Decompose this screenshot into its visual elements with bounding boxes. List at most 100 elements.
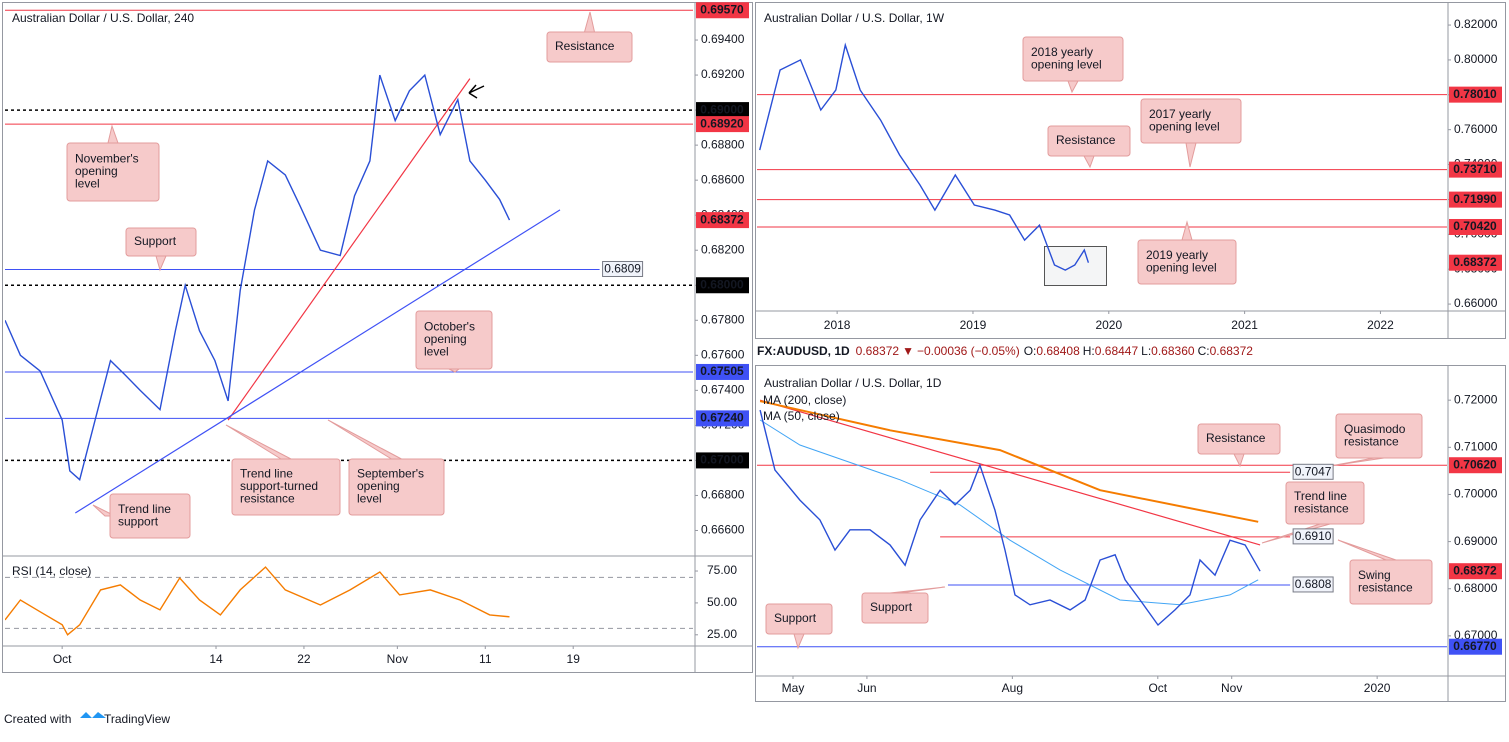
callout-box bbox=[546, 31, 633, 63]
callout-text: Support bbox=[870, 600, 913, 614]
callout-pointer bbox=[225, 424, 292, 460]
symbol-legend: FX:AUDUSD, 1D 0.68372 ▼ −0.00036 (−0.05%) O:… bbox=[757, 344, 1253, 358]
x-tick-label: 2022 bbox=[1367, 318, 1394, 332]
callout-text: resistance bbox=[1344, 434, 1399, 448]
chart-title: Australian Dollar / U.S. Dollar, 240 bbox=[12, 11, 194, 25]
callout-box bbox=[1022, 36, 1124, 82]
indicator-pane bbox=[5, 566, 693, 636]
panel-frame bbox=[755, 365, 1506, 702]
y-tick-label: 50.00 bbox=[707, 595, 737, 609]
ohlc-value: 0.68447 bbox=[1095, 344, 1139, 358]
callout-box bbox=[1047, 125, 1131, 157]
level-tag bbox=[1449, 218, 1502, 235]
price-line bbox=[759, 42, 1090, 271]
y-tick-label: 0.68200 bbox=[701, 242, 745, 256]
price-line bbox=[5, 73, 511, 481]
change: −0.00036 (−0.05%) bbox=[917, 344, 1020, 358]
indicator-legend: RSI (14, close) bbox=[12, 564, 91, 578]
level-label: 0.68000 bbox=[700, 277, 744, 291]
callout-box bbox=[231, 458, 341, 516]
callout-text: September's bbox=[357, 467, 424, 481]
level-label: 0.67505 bbox=[700, 364, 744, 378]
callout-text: Resistance bbox=[555, 39, 615, 53]
callout-pointer bbox=[889, 586, 946, 594]
ohlc-value: 0.68360 bbox=[1151, 344, 1195, 358]
callout-box bbox=[765, 603, 833, 635]
level-label: 0.69570 bbox=[700, 2, 744, 16]
level-tag bbox=[1449, 161, 1502, 178]
panel-frame bbox=[755, 2, 1506, 339]
chart-title: Australian Dollar / U.S. Dollar, 1D bbox=[764, 376, 942, 390]
level-box bbox=[1292, 528, 1334, 545]
range-box bbox=[1044, 246, 1107, 286]
callout-text: 2019 yearly bbox=[1146, 248, 1208, 262]
callout-text: level bbox=[424, 345, 449, 359]
y-tick-label: 0.67400 bbox=[701, 383, 745, 397]
level-tag bbox=[696, 410, 749, 427]
y-tick-label: 75.00 bbox=[707, 563, 737, 577]
x-tick-label: 11 bbox=[479, 652, 492, 666]
x-tick-label: 22 bbox=[297, 652, 311, 666]
callout-pointer bbox=[327, 419, 402, 460]
y-tick-label: 0.68800 bbox=[701, 137, 745, 151]
y-tick-label: 0.76000 bbox=[1454, 122, 1498, 136]
callout-text: 2017 yearly bbox=[1149, 107, 1211, 121]
y-tick-label: 0.72000 bbox=[1454, 392, 1498, 406]
x-tick-label: 2019 bbox=[960, 318, 987, 332]
callout-text: November's bbox=[75, 152, 139, 166]
level-label: 0.67000 bbox=[700, 453, 744, 467]
panel-frame bbox=[2, 2, 753, 673]
callout-text: level bbox=[75, 177, 100, 191]
trend-line bbox=[74, 209, 561, 514]
down-arrow: ▼ bbox=[902, 344, 914, 358]
ohlc-value: 0.68408 bbox=[1036, 344, 1080, 358]
ohlc-label: L: bbox=[1141, 344, 1151, 358]
level-label: 0.68372 bbox=[1453, 255, 1497, 269]
callout-box bbox=[1335, 413, 1423, 459]
y-tick-label: 0.67800 bbox=[701, 312, 745, 326]
price-line bbox=[759, 409, 1261, 627]
callout-text: resistance bbox=[1358, 580, 1413, 594]
level-label: 0.7047 bbox=[1295, 464, 1332, 478]
callout-pointer bbox=[1067, 80, 1079, 94]
callout-text: Trend line bbox=[118, 502, 171, 516]
callout-box bbox=[1140, 98, 1242, 144]
y-tick-label: 0.66800 bbox=[701, 488, 745, 502]
ohlc-label: H: bbox=[1083, 344, 1095, 358]
plot-area bbox=[757, 399, 1447, 648]
y-tick-label: 0.68000 bbox=[1454, 581, 1498, 595]
x-tick-label: 2018 bbox=[824, 318, 851, 332]
level-label: 0.69000 bbox=[700, 102, 744, 116]
callout-text: opening bbox=[424, 332, 467, 346]
callout-pointer bbox=[793, 633, 805, 650]
level-label: 0.6808 bbox=[1295, 577, 1332, 591]
ohlc-label: C: bbox=[1198, 344, 1210, 358]
level-box bbox=[1292, 576, 1334, 593]
y-tick-label: 0.66000 bbox=[1454, 296, 1498, 310]
last-price-tag bbox=[696, 212, 749, 229]
y-tick-label: 0.67000 bbox=[1454, 628, 1498, 642]
callout-text: resistance bbox=[240, 492, 295, 506]
footer-text: Created with bbox=[4, 712, 71, 726]
symbol: FX:AUDUSD, 1D bbox=[757, 344, 850, 358]
y-tick-label: 0.68600 bbox=[701, 172, 745, 186]
x-tick-label: Oct bbox=[1148, 681, 1167, 695]
callout-box bbox=[348, 458, 445, 516]
x-tick-label: 2020 bbox=[1095, 318, 1122, 332]
callout-text: Swing bbox=[1358, 568, 1391, 582]
callout-box bbox=[415, 310, 493, 370]
x-tick-label: Aug bbox=[1002, 681, 1023, 695]
plot-area bbox=[5, 9, 693, 514]
indicator-line bbox=[5, 566, 510, 636]
level-tag bbox=[1449, 86, 1502, 103]
last-price-tag bbox=[1449, 563, 1502, 580]
y-tick-label: 25.00 bbox=[707, 627, 737, 641]
level-box bbox=[602, 260, 644, 277]
callout-pointer bbox=[1337, 539, 1397, 561]
logo bbox=[80, 712, 106, 718]
level-label: 0.70620 bbox=[1453, 457, 1497, 471]
callout-box bbox=[1137, 239, 1237, 285]
callout-pointer bbox=[1083, 155, 1095, 169]
